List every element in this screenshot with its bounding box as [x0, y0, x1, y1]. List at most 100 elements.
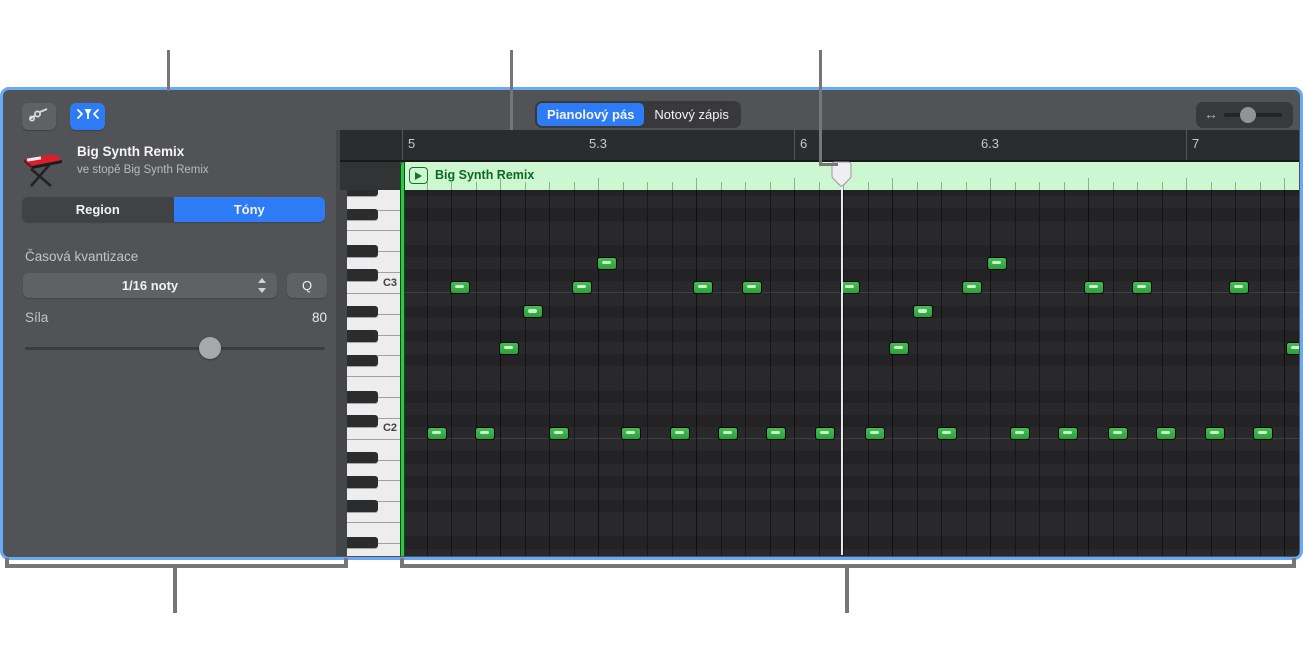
ruler-bar-label: 5 — [408, 136, 416, 151]
region-tick — [671, 182, 673, 190]
octave-key-label: C2 — [382, 422, 397, 435]
midi-note[interactable] — [1108, 426, 1128, 440]
grid-row — [405, 414, 1299, 428]
piano-key-black[interactable] — [347, 354, 378, 367]
midi-note[interactable] — [1058, 426, 1078, 440]
white-key-divider — [347, 376, 400, 378]
piano-key-black[interactable] — [347, 390, 378, 403]
midi-note[interactable] — [427, 426, 447, 440]
midi-note[interactable] — [1132, 280, 1152, 294]
midi-note[interactable] — [742, 280, 762, 294]
piano-key-black[interactable] — [347, 476, 378, 488]
midi-note[interactable] — [450, 280, 470, 294]
region-tick — [1014, 182, 1016, 190]
piano-keyboard[interactable]: C3 C2 — [347, 190, 401, 556]
grid-line — [451, 190, 452, 556]
grid-line — [1112, 190, 1114, 556]
grid-row — [405, 500, 1299, 513]
piano-key-black[interactable] — [347, 451, 378, 464]
midi-note[interactable] — [670, 426, 690, 440]
midi-note[interactable] — [840, 280, 860, 294]
piano-key-black[interactable] — [347, 330, 378, 342]
midi-note[interactable] — [865, 426, 885, 440]
midi-note[interactable] — [1286, 341, 1299, 355]
region-tick — [598, 178, 599, 190]
strength-slider-thumb[interactable] — [199, 337, 221, 359]
grid-line — [1088, 190, 1089, 556]
midi-note[interactable] — [718, 426, 738, 440]
callout-line-playhead — [819, 50, 822, 166]
grid-line — [696, 190, 697, 556]
grid-row — [405, 512, 1299, 525]
region-tick — [1284, 178, 1285, 190]
segment-region[interactable]: Region — [22, 197, 174, 222]
midi-note[interactable] — [987, 256, 1007, 270]
midi-note[interactable] — [913, 305, 933, 319]
midi-note[interactable] — [1010, 426, 1030, 440]
ruler-beat-label: 5.3 — [588, 136, 608, 151]
midi-transform-button[interactable] — [70, 103, 105, 130]
grid-line — [769, 190, 771, 556]
midi-note[interactable] — [1156, 426, 1176, 440]
midi-note[interactable] — [621, 426, 641, 440]
midi-note[interactable] — [549, 426, 569, 440]
callout-line-toolbar — [167, 50, 170, 91]
midi-note[interactable] — [693, 280, 713, 294]
quantize-dropdown[interactable]: 1/16 noty — [23, 273, 277, 298]
callout-bracket-cap — [400, 558, 404, 568]
midi-note[interactable] — [475, 426, 495, 440]
strength-slider-track[interactable] — [25, 347, 325, 350]
zoom-slider-thumb[interactable] — [1240, 107, 1256, 123]
midi-note[interactable] — [766, 426, 786, 440]
automation-curve-icon — [28, 106, 50, 127]
ruler-bar-label: 6 — [800, 136, 808, 151]
midi-note[interactable] — [889, 341, 909, 355]
midi-note[interactable] — [1084, 280, 1104, 294]
tab-score[interactable]: Notový zápis — [654, 107, 729, 122]
midi-note[interactable] — [1205, 426, 1225, 440]
grid-row — [405, 548, 1299, 556]
ruler-bar-tick — [1186, 130, 1187, 160]
midi-note[interactable] — [962, 280, 982, 294]
octave-key-label: C3 — [382, 276, 397, 289]
midi-note[interactable] — [1253, 426, 1273, 440]
piano-key-black[interactable] — [347, 305, 378, 318]
tab-piano-roll[interactable]: Pianolový pás — [537, 103, 645, 126]
midi-note[interactable] — [1229, 280, 1249, 294]
keyboard-gutter — [336, 130, 347, 556]
q-quantize-button[interactable]: Q — [287, 273, 327, 298]
automation-button[interactable] — [22, 103, 56, 130]
piano-key-black[interactable] — [347, 500, 378, 512]
callout-line-playhead-jog — [819, 163, 838, 166]
grid-line — [1284, 190, 1285, 556]
grid-line — [1039, 190, 1040, 556]
piano-roll-grid[interactable] — [405, 190, 1299, 556]
grid-row — [405, 244, 1299, 257]
region-tick — [1112, 182, 1114, 190]
grid-row — [405, 190, 1299, 197]
midi-note[interactable] — [597, 256, 617, 270]
grid-row — [405, 439, 1299, 452]
piano-key-black[interactable] — [347, 536, 378, 549]
midi-note[interactable] — [937, 426, 957, 440]
midi-note[interactable] — [523, 305, 543, 319]
piano-key-black[interactable] — [347, 245, 378, 257]
piano-key-black[interactable] — [347, 190, 378, 196]
midi-note[interactable] — [499, 341, 519, 355]
midi-note[interactable] — [572, 280, 592, 294]
grid-line — [1210, 190, 1212, 556]
grid-line — [965, 190, 967, 556]
editor-track-title: Big Synth Remix — [77, 144, 185, 159]
region-tick — [892, 178, 893, 190]
region-tick — [867, 182, 869, 190]
piano-key-black[interactable] — [347, 208, 378, 221]
piano-key-black[interactable] — [347, 269, 378, 282]
midi-note[interactable] — [815, 426, 835, 440]
region-play-button[interactable] — [409, 167, 428, 184]
piano-key-black[interactable] — [347, 415, 378, 427]
region-tick — [1259, 182, 1261, 190]
callout-bracket-grid — [400, 564, 1296, 568]
segment-tony[interactable]: Tóny — [173, 197, 325, 222]
grid-row — [405, 475, 1299, 488]
strength-label: Síla — [25, 310, 49, 325]
